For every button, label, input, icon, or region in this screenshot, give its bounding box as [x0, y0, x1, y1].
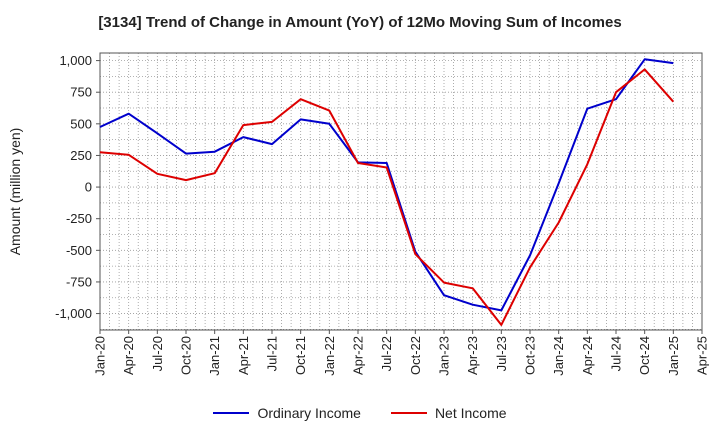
x-tick-label: Oct-22	[408, 336, 423, 375]
x-tick-label: Oct-21	[293, 336, 308, 375]
x-tick-label: Oct-24	[637, 336, 652, 375]
axes	[99, 52, 703, 331]
y-tick-label: -1,000	[55, 306, 92, 321]
y-tick-label: -500	[66, 243, 92, 258]
series-line-net-income	[99, 68, 675, 326]
y-tick-label: -250	[66, 211, 92, 226]
y-tick-label: 1,000	[59, 53, 92, 68]
x-tick-label: Jan-25	[666, 336, 681, 376]
legend-swatch	[213, 412, 250, 414]
x-tick-label: Apr-22	[351, 336, 366, 375]
x-tick-label: Jan-23	[437, 336, 452, 376]
x-tick-labels: Jan-20 Apr-20 Jul-20 Oct-20 Jan-21 Apr-21 Jul-…	[93, 330, 710, 376]
x-tick-label: Jul-23	[494, 336, 509, 371]
x-tick-label: Jan-20	[93, 336, 108, 376]
legend-label: Ordinary Income	[257, 405, 361, 421]
x-tick-label: Jul-22	[379, 336, 394, 371]
y-tick-labels: 1,000 750 500 250 0 -250 -500 -750 -1,000	[55, 53, 100, 321]
y-tick-label: 250	[70, 148, 92, 163]
plot-frame	[99, 52, 703, 331]
x-tick-label: Jul-21	[265, 336, 280, 371]
x-tick-label: Apr-20	[121, 336, 136, 375]
y-tick-label: 750	[70, 85, 92, 100]
series-lines	[99, 58, 675, 326]
y-axis-label: Amount (million yen)	[7, 128, 23, 256]
legend-item-ordinary-income: Ordinary Income	[213, 405, 361, 421]
x-tick-label: Oct-23	[523, 336, 538, 375]
x-tick-label: Apr-21	[236, 336, 251, 375]
x-tick-label: Oct-20	[179, 336, 194, 375]
y-tick-label: -750	[66, 274, 92, 289]
x-tick-label: Jan-22	[322, 336, 337, 376]
grid	[100, 53, 702, 330]
legend-item-net-income: Net Income	[390, 405, 507, 421]
legend-swatch	[390, 412, 427, 414]
x-tick-label: Jul-20	[150, 336, 165, 371]
y-tick-label: 0	[85, 180, 92, 195]
x-tick-label: Apr-23	[465, 336, 480, 375]
x-tick-label: Jan-24	[551, 336, 566, 376]
x-tick-label: Jul-24	[609, 336, 624, 371]
legend: Ordinary Income Net Income	[0, 405, 720, 421]
x-tick-label: Apr-25	[695, 336, 710, 375]
series-line-ordinary-income	[99, 58, 674, 312]
x-tick-label: Apr-24	[580, 336, 595, 375]
x-tick-label: Jan-21	[207, 336, 222, 376]
chart-title: [3134] Trend of Change in Amount (YoY) o…	[98, 14, 622, 31]
y-tick-label: 500	[70, 116, 92, 131]
legend-label: Net Income	[434, 405, 507, 421]
